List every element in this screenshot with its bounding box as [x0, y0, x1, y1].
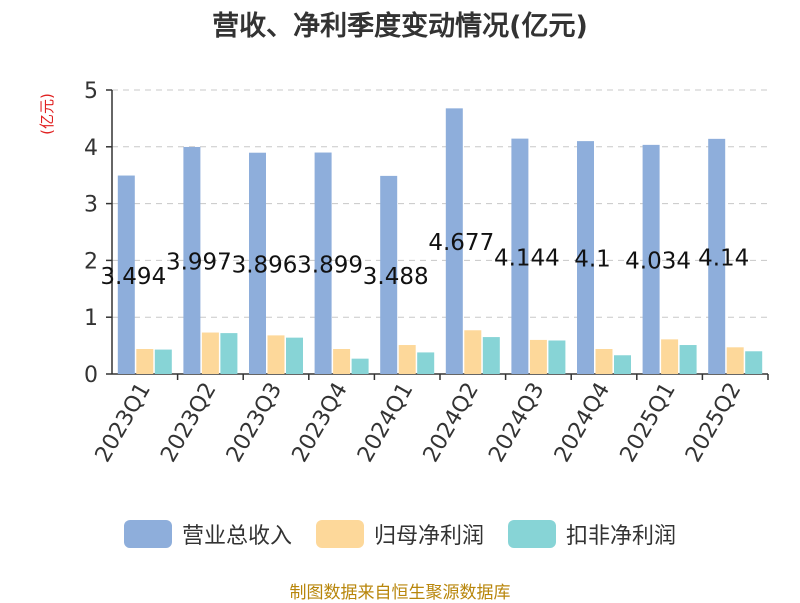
legend-label: 营业总收入	[181, 524, 292, 549]
x-tick-label: 2023Q1	[91, 379, 156, 467]
data-label: 3.899	[297, 252, 363, 278]
data-label: 3.997	[166, 249, 232, 275]
y-tick-label: 1	[84, 306, 98, 331]
data-label: 4.034	[625, 248, 691, 274]
bar	[286, 337, 303, 374]
bar	[136, 349, 154, 374]
y-tick-label: 3	[84, 193, 98, 218]
x-tick-label: 2023Q2	[156, 379, 221, 467]
bar	[726, 347, 744, 374]
x-tick-label: 2024Q4	[550, 379, 615, 467]
bar	[314, 152, 332, 374]
legend-item[interactable]: 营业总收入	[123, 518, 292, 550]
legend-swatch	[508, 520, 556, 548]
x-tick-label: 2025Q2	[681, 379, 746, 467]
bar	[201, 332, 219, 374]
y-tick-label: 0	[84, 363, 98, 388]
bar	[595, 349, 613, 374]
data-label: 4.677	[428, 230, 494, 256]
bar	[267, 335, 285, 374]
bar	[183, 146, 201, 374]
bar	[333, 349, 351, 374]
x-tick-label: 2023Q4	[287, 379, 352, 467]
x-tick-label: 2024Q2	[419, 379, 484, 467]
legend-label: 归母净利润	[373, 524, 484, 549]
bar	[464, 330, 482, 374]
x-tick-label: 2024Q3	[484, 379, 549, 467]
bar	[614, 355, 631, 374]
bar	[249, 152, 266, 374]
bar	[708, 138, 726, 374]
data-label: 3.896	[232, 252, 298, 278]
bar	[745, 351, 763, 374]
y-axis-label: (亿元)	[38, 93, 56, 135]
legend-swatch	[315, 520, 364, 548]
bar	[117, 175, 135, 374]
chart-title: 营收、净利季度变动情况(亿元)	[212, 11, 588, 42]
bars	[117, 108, 763, 374]
bar	[154, 349, 172, 374]
data-label: 3.488	[363, 264, 429, 290]
bar	[351, 358, 369, 374]
y-tick-label: 5	[84, 79, 98, 104]
data-label: 3.494	[100, 264, 166, 290]
bar	[398, 345, 416, 374]
bar	[642, 144, 660, 374]
bar	[511, 138, 529, 374]
legend-item[interactable]: 归母净利润	[315, 518, 484, 550]
bar	[445, 108, 463, 374]
legend-label: 扣非净利润	[566, 524, 677, 549]
x-tick-label: 2025Q1	[615, 379, 680, 467]
bar	[380, 175, 398, 374]
data-source-note: 制图数据来自恒生聚源数据库	[289, 583, 511, 603]
bar	[220, 333, 238, 374]
y-tick-label: 2	[84, 249, 98, 274]
bar	[577, 141, 594, 374]
bar	[548, 340, 566, 374]
bar	[679, 345, 697, 374]
legend-item[interactable]: 扣非净利润	[508, 518, 676, 550]
bar	[529, 339, 547, 374]
data-label: 4.1	[574, 247, 611, 273]
y-tick-label: 4	[84, 136, 98, 161]
bar	[482, 337, 500, 374]
x-tick-label: 2023Q3	[222, 379, 287, 467]
bar	[661, 339, 679, 374]
bar	[417, 352, 435, 374]
data-label: 4.144	[494, 245, 560, 271]
data-label: 4.14	[698, 245, 749, 271]
x-tick-label: 2024Q1	[353, 379, 418, 467]
legend: 营业总收入 归母净利润 扣非净利润	[0, 518, 800, 550]
legend-swatch	[123, 520, 172, 548]
